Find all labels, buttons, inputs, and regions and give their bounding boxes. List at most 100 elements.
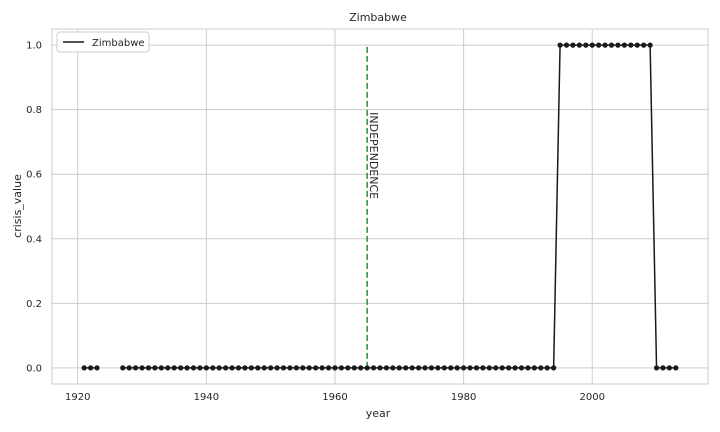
data-point (87, 365, 94, 371)
x-tick-label: 1940 (194, 392, 219, 403)
data-point (274, 365, 280, 371)
data-point (641, 42, 647, 48)
data-point (538, 365, 544, 371)
y-tick-label: 0.6 (26, 170, 42, 181)
data-point (203, 365, 209, 371)
data-point (383, 365, 390, 371)
y-tick-label: 0.4 (26, 234, 42, 245)
data-point (415, 365, 422, 371)
data-point (364, 365, 370, 371)
data-point (486, 365, 492, 371)
data-point (396, 365, 402, 371)
data-point (409, 365, 415, 371)
data-point (319, 365, 325, 371)
tick-labels: 1920 1940 1960 1980 2000 0.0 0.2 0.4 0.6 0.8 1.0 (26, 41, 605, 403)
data-point (190, 365, 197, 371)
data-point (126, 365, 132, 371)
data-point (518, 365, 525, 371)
data-point (454, 365, 460, 371)
data-point (557, 42, 563, 48)
data-point (377, 365, 383, 371)
annotations: INDEPENDENCE (366, 45, 380, 368)
x-axis-label: year (366, 407, 391, 420)
data-point (441, 365, 447, 371)
plot-area: 1920 1940 1960 1980 2000 0.0 0.2 0.4 0.6 0.8 1.0 I… (26, 28, 709, 403)
data-point (596, 42, 602, 48)
x-tick-label: 2000 (580, 392, 605, 403)
data-point (261, 365, 267, 371)
legend-label: Zimbabwe (92, 38, 145, 49)
data-point (306, 365, 312, 371)
data-point (338, 365, 345, 371)
y-tick-label: 0.8 (26, 105, 42, 116)
data-point (184, 365, 190, 371)
chart-title: Zimbabwe (349, 11, 407, 24)
x-tick-label: 1980 (451, 392, 476, 403)
data-point (461, 365, 467, 371)
data-point (332, 365, 338, 371)
data-point (544, 365, 550, 371)
data-point (120, 365, 126, 371)
data-point (242, 365, 248, 371)
data-point (313, 365, 319, 371)
data-point (345, 365, 351, 371)
data-point (512, 365, 518, 371)
data-point (428, 365, 435, 371)
data-point (467, 365, 473, 371)
data-point (608, 42, 615, 48)
data-point (673, 365, 679, 371)
data-point (647, 42, 653, 48)
data-point (165, 365, 171, 371)
data-point (280, 365, 287, 371)
data-point (493, 365, 499, 371)
data-point (229, 365, 235, 371)
data-point (499, 365, 505, 371)
data-point (139, 365, 145, 371)
data-point (634, 42, 640, 48)
data-point (248, 365, 254, 371)
data-point (563, 42, 570, 48)
data-point (602, 42, 608, 48)
data-point (621, 42, 627, 48)
legend-box (56, 31, 150, 53)
data-point (551, 365, 557, 371)
data-point (370, 365, 377, 371)
data-point (351, 365, 357, 371)
data-point (525, 365, 531, 371)
data-point (653, 365, 660, 371)
series-layer (81, 42, 679, 371)
x-tick-label: 1960 (322, 392, 347, 403)
data-point (358, 365, 364, 371)
data-point (178, 365, 184, 371)
data-point (628, 42, 634, 48)
y-tick-label: 0.2 (26, 299, 42, 310)
data-point (223, 365, 229, 371)
data-point (666, 365, 673, 371)
independence-label: INDEPENDENCE (367, 112, 380, 199)
y-tick-label: 1.0 (26, 41, 42, 52)
data-point (268, 365, 274, 371)
data-point (94, 365, 100, 371)
data-point (448, 365, 454, 371)
data-point (506, 365, 512, 371)
data-point (216, 365, 222, 371)
data-point (480, 365, 486, 371)
data-point (197, 365, 203, 371)
data-point (235, 365, 242, 371)
x-tick-label: 1920 (65, 392, 90, 403)
data-point (255, 365, 261, 371)
data-point (473, 365, 480, 371)
data-point (615, 42, 621, 48)
data-point (589, 42, 595, 48)
data-point (570, 42, 576, 48)
data-point (210, 365, 216, 371)
data-point (293, 365, 299, 371)
data-point (422, 365, 428, 371)
legend: Zimbabwe (56, 31, 150, 53)
data-point (325, 365, 332, 371)
data-point (403, 365, 409, 371)
data-point (660, 365, 666, 371)
data-point (390, 365, 396, 371)
data-point (158, 365, 164, 371)
